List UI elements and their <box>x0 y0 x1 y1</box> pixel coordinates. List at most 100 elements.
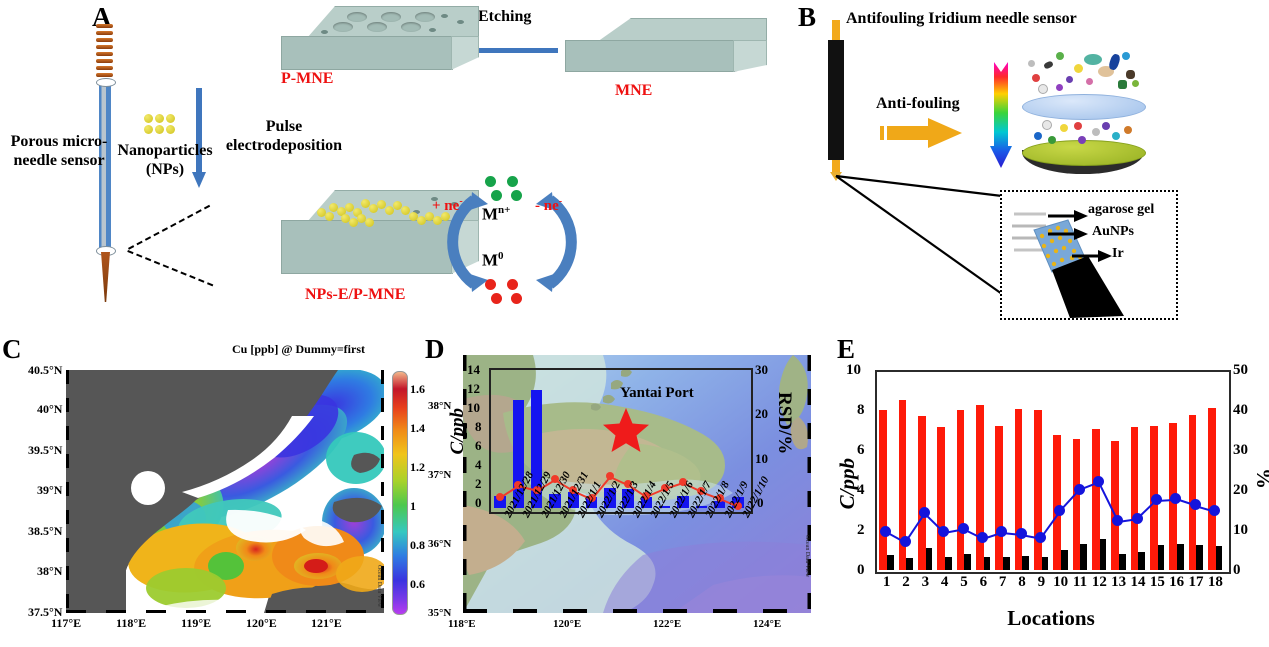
cbar-tick-0_6: 0.6 <box>410 577 425 591</box>
panel-e-line-point <box>1112 515 1124 527</box>
panel-c-watermark: Ocean Data View <box>376 564 382 607</box>
zoom-callout-line-top <box>128 204 211 250</box>
panel-e-x-tick: 6 <box>979 574 988 590</box>
nanoparticles-label-1: Nanoparticles <box>117 142 213 159</box>
panel-d-lon-1: 120°E <box>553 618 582 630</box>
panel-e-bar-labile <box>925 548 933 570</box>
panel-e-bar-labile <box>1003 556 1010 570</box>
lat-tick-1: 40°N <box>37 402 63 416</box>
panel-e-y-6: 6 <box>857 442 865 458</box>
panel-e-x-tick: 5 <box>960 574 968 590</box>
panel-e-x-tick: 2 <box>902 574 910 590</box>
panel-d-bar <box>659 505 671 508</box>
panel-e-line-point <box>1170 492 1182 504</box>
sensor-label-2: needle sensor <box>13 152 105 169</box>
panel-e-bar-labile <box>1119 554 1126 570</box>
panel-d-bar <box>695 505 707 508</box>
panel-e-bar-total <box>1014 409 1023 570</box>
inset-label-agarose-gel: agarose gel <box>1088 202 1155 217</box>
panel-d-y2-20: 20 <box>755 406 768 421</box>
gel-disc <box>1022 94 1146 120</box>
metal-atom-label: M0 <box>482 250 504 271</box>
panel-e-bar-labile <box>1196 545 1203 570</box>
panel-e-bar-total <box>879 410 888 570</box>
panel-d-y-4: 4 <box>475 457 482 472</box>
panel-e-y-10: 10 <box>846 362 861 378</box>
panel-d-lon-0: 118°E <box>448 618 476 630</box>
panel-e-y-2: 2 <box>857 522 865 538</box>
panel-e-x-tick: 4 <box>940 574 949 590</box>
cbar-tick-1: 1 <box>410 499 416 513</box>
etching-label: Etching <box>478 8 532 25</box>
lat-tick-5: 38°N <box>37 564 63 578</box>
pmne-label: P-MNE <box>281 70 334 87</box>
fouling-cluster-bottom <box>1030 118 1140 144</box>
panel-d-bar <box>677 496 689 508</box>
panel-b-title: Antifouling Iridium needle sensor <box>846 10 1077 27</box>
panel-e-plot-area <box>877 372 1225 570</box>
metal-atom-cluster <box>485 279 525 307</box>
nps-e-p-mne-label: NPs-E/P-MNE <box>305 286 406 303</box>
panel-e-bar-labile <box>1157 544 1165 570</box>
iridium-needle-sensor <box>828 20 844 181</box>
panel-e-x-tick: 9 <box>1037 574 1046 590</box>
fouling-cluster-top <box>1022 50 1148 96</box>
panel-d-lat-1: 37°N <box>428 469 452 481</box>
inset-label-ir: Ir <box>1112 246 1124 261</box>
nanoparticles-label-2: (NPs) <box>145 161 185 178</box>
panel-e-x-tick: 3 <box>921 574 930 590</box>
panel-d-y-6: 6 <box>475 438 482 453</box>
panel-c-label: C <box>2 334 22 364</box>
panel-d-chart <box>489 368 753 514</box>
panel-e-bar-labile <box>1061 550 1068 570</box>
metal-atom-charge: 0 <box>498 250 504 262</box>
panel-b-schematic: B Antifouling Iridium needle sensor Anti… <box>790 0 1269 325</box>
panel-e-x-tick: 8 <box>1018 574 1026 590</box>
panel-d-watermark: Ocean Data View <box>804 534 810 577</box>
panel-e-bar-total <box>1091 429 1100 570</box>
oxidation-label: - ne- <box>535 196 563 214</box>
panel-e-x-tick: 13 <box>1111 574 1127 590</box>
rainbow-gradient-arrow <box>990 62 1012 168</box>
panel-d-lat-0: 38°N <box>428 400 452 412</box>
panel-e-x-tick: 18 <box>1207 574 1223 590</box>
panel-d-line-point <box>697 486 706 495</box>
panel-e-y2-10: 10 <box>1233 522 1248 538</box>
panel-e-x-tick: 16 <box>1169 574 1185 590</box>
panel-d-y2-0: 0 <box>757 495 764 510</box>
panel-d-y-2: 2 <box>475 476 482 491</box>
panel-e-x-tick: 11 <box>1072 574 1088 590</box>
panel-d-y2-10: 10 <box>755 451 768 466</box>
panel-e-y2-40: 40 <box>1233 402 1248 418</box>
panel-d-line-point <box>514 481 523 489</box>
panel-e-line-point <box>919 507 931 519</box>
panel-e-line-point <box>1035 531 1047 543</box>
panel-d-y-14: 14 <box>467 362 480 377</box>
panel-e-x-tick: 7 <box>998 574 1007 590</box>
mne-slab <box>565 18 767 78</box>
lon-tick-2: 119°E <box>181 616 212 630</box>
panel-e-bar-labile <box>1099 538 1107 570</box>
panel-c-colorbar <box>392 371 408 615</box>
antifouling-label: Anti-fouling <box>876 95 960 112</box>
panel-e-bar-labile <box>945 556 952 570</box>
panel-d-y-8: 8 <box>475 419 482 434</box>
panel-d-lon-2: 122°E <box>653 618 682 630</box>
nanoparticle-cluster <box>144 114 184 140</box>
panel-d-lat-3: 35°N <box>428 607 452 619</box>
reduction-label: + ne- <box>432 196 463 214</box>
sensor-label-1: Porous micro- <box>10 133 108 150</box>
panel-e-line-point <box>1209 504 1221 516</box>
panel-e-y2-30: 30 <box>1233 442 1248 458</box>
lon-tick-3: 120°E <box>246 616 277 630</box>
panel-d-line-point <box>551 474 559 483</box>
panel-d-date-labels: 2021/12/28 2021/12/29 2021/12/30 2021/12/31… <box>491 470 771 592</box>
pmne-slab <box>281 6 479 78</box>
panel-d-plot-area <box>491 370 747 510</box>
inset-callout-lines <box>835 174 1003 295</box>
panel-d-y-10: 10 <box>467 400 480 415</box>
panel-e-x-labels: 1 2 3 4 5 6 7 8 9 10 11 12 13 14 15 16 17 18 <box>877 574 1225 594</box>
panel-d-lon-3: 124°E <box>753 618 782 630</box>
panel-e-line-point <box>1054 504 1066 516</box>
panel-d-label: D <box>425 334 445 364</box>
